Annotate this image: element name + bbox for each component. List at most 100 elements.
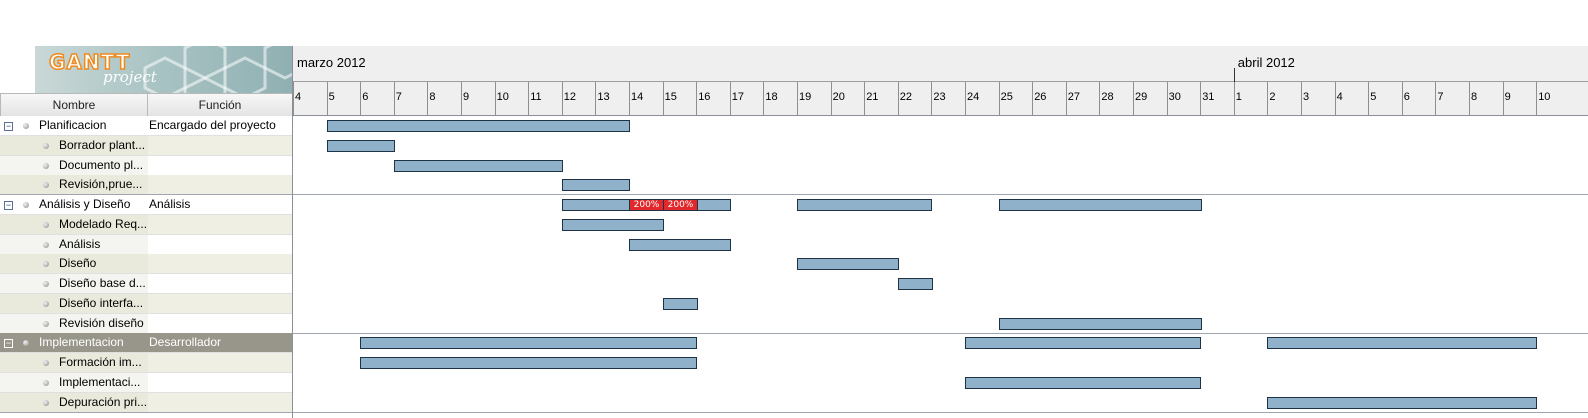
task-role-cell[interactable] <box>148 294 293 314</box>
task-name-cell[interactable]: − Implementacion <box>0 333 148 353</box>
task-name-cell[interactable]: − Planificacion <box>0 116 148 136</box>
task-bar[interactable] <box>360 337 697 349</box>
task-role-cell[interactable]: Encargado del proyecto <box>149 118 276 132</box>
task-bullet-icon <box>43 360 49 366</box>
task-role-cell[interactable] <box>148 156 293 176</box>
task-name: Implementaci... <box>59 375 141 389</box>
day-label: 7 <box>1437 91 1444 103</box>
task-row[interactable]: Diseño interfa... <box>0 294 293 314</box>
task-name-cell[interactable]: Implementaci... <box>0 373 148 393</box>
day-label: 6 <box>362 91 369 103</box>
task-bar[interactable] <box>1267 397 1537 409</box>
task-row[interactable]: Revisión diseño <box>0 314 293 334</box>
row-separator <box>0 313 293 314</box>
task-name-cell[interactable]: Formación im... <box>0 353 148 373</box>
task-bar[interactable] <box>629 239 731 251</box>
task-bar[interactable] <box>965 337 1201 349</box>
task-row[interactable]: Depuración pri... <box>0 393 293 413</box>
column-header-role[interactable]: Función <box>147 93 293 117</box>
task-role-cell[interactable] <box>148 393 293 413</box>
task-name: Diseño <box>59 256 97 270</box>
task-bar[interactable] <box>327 120 630 132</box>
task-name-cell[interactable]: Borrador plant... <box>0 136 148 156</box>
task-row[interactable]: Implementaci... <box>0 373 293 393</box>
task-bar[interactable] <box>1267 337 1537 349</box>
day-label: 11 <box>530 91 542 103</box>
task-bar[interactable] <box>327 140 395 152</box>
day-tick <box>461 82 462 115</box>
task-row[interactable]: Borrador plant... <box>0 136 293 156</box>
task-bar[interactable] <box>663 298 698 310</box>
day-tick <box>998 82 1000 115</box>
day-tick <box>326 82 328 115</box>
collapse-toggle-icon[interactable]: − <box>4 200 13 210</box>
task-role-cell[interactable] <box>148 373 293 393</box>
day-tick <box>1166 82 1168 115</box>
task-bar[interactable] <box>965 377 1201 389</box>
task-row[interactable]: Análisis <box>0 235 293 255</box>
task-name-cell[interactable]: Diseño <box>0 254 148 274</box>
task-role-cell[interactable] <box>148 136 293 156</box>
task-bar[interactable] <box>394 160 563 172</box>
task-role-cell[interactable] <box>148 215 293 235</box>
collapse-toggle-icon[interactable]: − <box>4 121 13 131</box>
task-bar[interactable] <box>898 278 933 290</box>
task-role-cell[interactable]: Análisis <box>149 197 191 211</box>
task-name-cell[interactable]: Depuración pri... <box>0 393 148 413</box>
task-role-cell[interactable] <box>148 254 293 274</box>
day-label: 21 <box>866 91 879 103</box>
task-bar[interactable] <box>360 357 697 369</box>
task-group-row[interactable]: − Implementacion Desarrollador <box>0 333 293 353</box>
timeline-header-divider <box>293 115 1588 116</box>
task-name-cell[interactable]: Revisión diseño <box>0 314 148 334</box>
task-bar[interactable] <box>999 199 1202 211</box>
row-separator <box>0 412 1588 413</box>
task-name: Análisis y Diseño <box>39 197 131 211</box>
task-bar[interactable] <box>797 199 932 211</box>
day-label: 25 <box>1000 91 1013 103</box>
task-group-row[interactable]: − Planificacion Encargado del proyecto <box>0 116 293 136</box>
row-separator <box>0 214 293 215</box>
collapse-toggle-icon[interactable]: − <box>4 338 13 348</box>
task-bar[interactable] <box>562 219 664 231</box>
task-role-cell[interactable] <box>148 314 293 334</box>
day-tick <box>1065 82 1067 115</box>
task-name-cell[interactable]: Diseño interfa... <box>0 294 148 314</box>
column-header-name[interactable]: Nombre <box>0 93 148 117</box>
task-name-cell[interactable]: Revisión,prue... <box>0 175 148 195</box>
task-row[interactable]: Revisión,prue... <box>0 175 293 195</box>
task-row[interactable]: Modelado Req... <box>0 215 293 235</box>
day-tick <box>1401 82 1403 115</box>
task-name-cell[interactable]: Modelado Req... <box>0 215 148 235</box>
task-name-cell[interactable]: Análisis <box>0 235 148 255</box>
task-role-cell[interactable]: Desarrollador <box>148 333 293 353</box>
task-row[interactable]: Formación im... <box>0 353 293 373</box>
task-name-cell[interactable]: Diseño base d... <box>0 274 148 294</box>
task-bar[interactable] <box>999 318 1202 330</box>
day-tick <box>360 82 362 115</box>
task-group-row[interactable]: − Análisis y Diseño Análisis <box>0 195 293 215</box>
day-label: 19 <box>799 91 812 103</box>
task-role-cell[interactable] <box>148 175 293 195</box>
day-tick <box>1469 82 1470 115</box>
task-name-cell[interactable]: Documento pl... <box>0 156 148 176</box>
task-row[interactable]: Documento pl... <box>0 156 293 176</box>
task-role-cell[interactable] <box>148 274 293 294</box>
day-tick <box>1032 82 1034 115</box>
task-row[interactable]: Diseño base d... <box>0 274 293 294</box>
splitter[interactable] <box>292 46 293 418</box>
task-bar[interactable] <box>797 258 899 270</box>
day-label: 6 <box>1403 91 1410 103</box>
task-name: Documento pl... <box>59 158 144 172</box>
task-row[interactable]: Diseño <box>0 254 293 274</box>
task-bar[interactable] <box>562 179 630 191</box>
task-role-cell[interactable] <box>148 353 293 373</box>
task-name: Borrador plant... <box>59 138 146 152</box>
task-name: Implementacion <box>39 335 124 349</box>
task-name: Análisis <box>59 237 101 251</box>
task-name: Revisión diseño <box>59 316 144 330</box>
day-label: 10 <box>496 91 509 103</box>
task-name-cell[interactable]: − Análisis y Diseño <box>0 195 148 215</box>
row-separator <box>0 392 293 393</box>
task-role-cell[interactable] <box>148 235 293 255</box>
